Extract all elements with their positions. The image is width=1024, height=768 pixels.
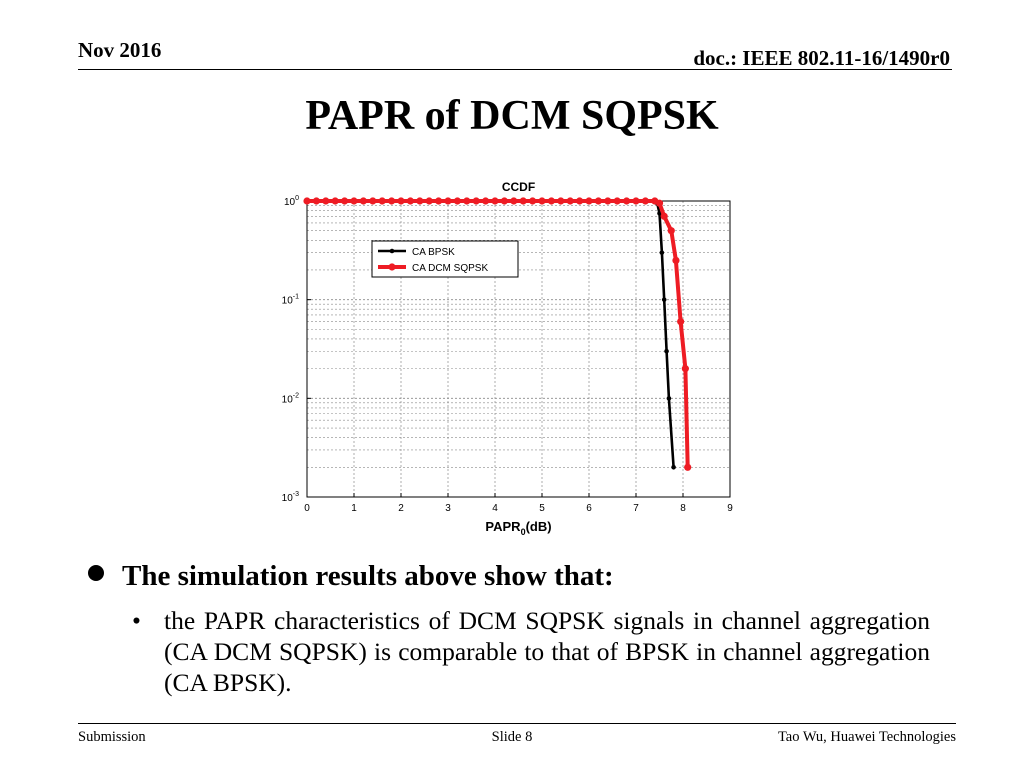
bullet-list: The simulation results above show that: … (84, 560, 944, 698)
bullet-sub: • the PAPR characteristics of DCM SQPSK … (132, 605, 930, 698)
ccdf-chart: 0 1 2 3 4 5 6 7 8 9 100 10-1 10-2 10-3 CCDF PAPR0(dB) CA… (270, 170, 750, 545)
bullet-sub-mark: • (132, 606, 141, 635)
data-point (547, 197, 555, 205)
legend-marker (389, 248, 395, 254)
data-point (312, 197, 320, 205)
data-point (641, 197, 649, 205)
data-point (341, 197, 349, 205)
bullet-sub-text: the PAPR characteristics of DCM SQPSK si… (164, 606, 930, 697)
bullet-dot-icon (88, 565, 104, 581)
chart-title: CCDF (502, 180, 535, 194)
data-point (463, 197, 471, 205)
x-tick-label: 6 (586, 503, 592, 514)
data-point (538, 197, 546, 205)
data-point (557, 197, 565, 205)
data-point (510, 197, 518, 205)
y-tick-label: 10-3 (282, 491, 299, 504)
data-point (491, 197, 499, 205)
data-point (369, 197, 377, 205)
data-point (566, 197, 574, 205)
data-point (672, 256, 680, 265)
data-point (671, 464, 676, 470)
data-point (660, 212, 668, 220)
legend-label: CA BPSK (412, 247, 455, 258)
legend-box (371, 240, 519, 278)
y-tick-label: 100 (284, 195, 299, 208)
data-point (378, 197, 386, 205)
data-point (576, 197, 584, 205)
data-point (666, 396, 672, 401)
data-point (322, 197, 330, 205)
data-point (684, 463, 692, 471)
header-date: Nov 2016 (78, 38, 162, 62)
x-tick-label: 4 (492, 503, 498, 514)
footer-author: Tao Wu, Huawei Technologies (777, 729, 956, 745)
header-doc-id: doc.: IEEE 802.11-16/1490r0 (693, 46, 950, 70)
data-point (444, 197, 452, 205)
y-tick-label: 10-2 (282, 392, 299, 405)
data-point (613, 197, 621, 205)
data-point (500, 197, 508, 205)
data-point (416, 197, 424, 205)
data-point (406, 197, 414, 205)
data-point (604, 197, 612, 205)
x-tick-label: 7 (633, 503, 639, 514)
data-point (482, 197, 490, 205)
x-tick-label: 5 (539, 503, 545, 514)
data-point (661, 297, 667, 302)
x-axis-label: PAPR0(dB) (485, 519, 551, 537)
x-tick-label: 8 (680, 503, 686, 514)
data-point (388, 197, 396, 205)
data-point (425, 197, 433, 205)
data-point (623, 197, 631, 205)
bullet-main: The simulation results above show that: (84, 560, 944, 593)
header-rule (78, 69, 952, 70)
data-point (529, 197, 537, 205)
data-point (453, 197, 461, 205)
data-point (677, 317, 685, 326)
data-point (659, 250, 665, 255)
data-point (350, 197, 358, 205)
data-point (585, 197, 593, 205)
footer-rule (78, 723, 956, 724)
data-point (472, 197, 480, 205)
x-tick-label: 2 (398, 503, 404, 514)
data-point (303, 197, 311, 205)
slide-title: PAPR of DCM SQPSK (305, 93, 719, 139)
data-point (594, 197, 602, 205)
data-point (331, 197, 339, 205)
data-point (359, 197, 367, 205)
bullet-main-text: The simulation results above show that: (122, 560, 614, 592)
data-point (667, 227, 675, 235)
footer-slide-number: Slide 8 (491, 729, 533, 745)
ccdf-chart-svg: 0 1 2 3 4 5 6 7 8 9 100 10-1 10-2 10-3 CCDF PAPR0(dB) CA… (282, 180, 734, 537)
data-point (397, 197, 405, 205)
x-tick-label: 9 (727, 503, 733, 514)
legend-label: CA DCM SQPSK (412, 263, 488, 274)
data-point (655, 199, 664, 207)
legend-marker (388, 263, 396, 271)
y-tick-label: 10-1 (282, 294, 299, 307)
data-point (435, 197, 443, 205)
x-tick-label: 3 (445, 503, 451, 514)
data-point (632, 197, 640, 205)
x-tick-label: 1 (351, 503, 357, 514)
data-point (519, 197, 527, 205)
footer-submission: Submission (78, 729, 146, 745)
data-point (681, 365, 689, 373)
data-point (664, 348, 669, 354)
x-tick-label: 0 (304, 503, 310, 514)
